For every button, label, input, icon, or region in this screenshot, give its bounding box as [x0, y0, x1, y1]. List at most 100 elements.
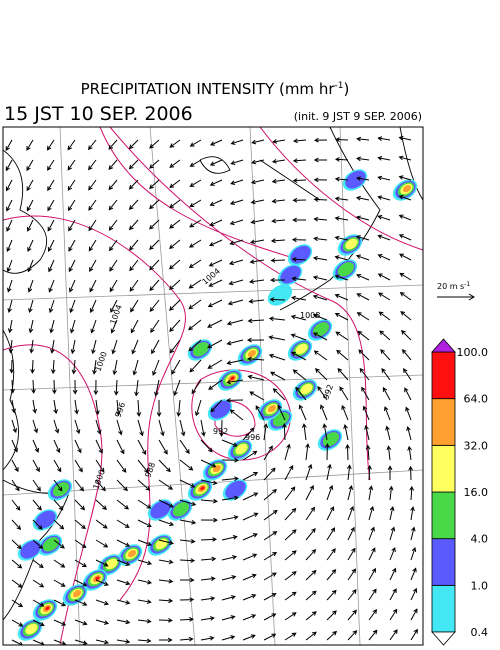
colorbar-segment: [431, 584, 456, 633]
wind-arrow: [168, 279, 181, 291]
wind-arrow: [291, 256, 307, 262]
wind-arrow: [271, 178, 286, 184]
wind-arrow: [359, 367, 370, 381]
wind-arrow: [379, 330, 391, 341]
wind-arrow: [68, 259, 76, 273]
wind-arrow: [322, 423, 328, 441]
wind-arrow: [151, 339, 160, 355]
wind-arrow: [334, 255, 349, 261]
wind-arrow: [313, 157, 328, 163]
wind-arrow: [130, 319, 139, 334]
rain-cell: [150, 500, 171, 519]
wind-arrow: [347, 630, 358, 641]
wind-arrow: [52, 379, 57, 395]
wind-arrow: [406, 426, 412, 441]
wind-arrow: [72, 379, 78, 395]
wind-arrow: [53, 599, 66, 607]
wind-arrow: [191, 379, 202, 395]
wind-arrow: [221, 555, 238, 561]
rain-cell: [235, 443, 248, 455]
wind-arrow: [88, 199, 97, 211]
wind-arrow: [341, 404, 349, 421]
wind-arrow: [27, 239, 34, 253]
wind-arrow: [149, 299, 160, 312]
wind-arrow: [9, 359, 15, 374]
wind-arrow: [169, 299, 181, 311]
colorbar-segment: [431, 491, 456, 540]
wind-arrow: [263, 423, 269, 441]
wind-arrow: [290, 333, 307, 341]
wind-arrow: [116, 619, 131, 625]
wind-arrow: [74, 539, 87, 549]
wind-arrow: [284, 550, 297, 561]
wind-arrow: [368, 547, 376, 561]
wind-arrow: [74, 599, 88, 606]
rain-cell: [210, 400, 231, 419]
wind-arrow: [229, 239, 244, 246]
wind-arrow: [242, 594, 257, 601]
wind-arrow: [398, 194, 412, 201]
wind-arrow: [250, 179, 265, 185]
wind-arrow: [88, 239, 97, 252]
wind-arrow: [95, 399, 100, 416]
wind-arrow: [26, 159, 34, 172]
wind-arrow: [272, 388, 286, 401]
wind-arrow: [179, 538, 196, 544]
wind-arrow: [50, 359, 56, 375]
wind-arrow: [347, 547, 356, 561]
wind-arrow: [247, 318, 265, 324]
wind-arrow: [188, 239, 202, 248]
wind-arrow: [158, 637, 173, 643]
wind-arrow: [326, 630, 338, 641]
wind-arrow: [95, 599, 109, 606]
wind-arrow: [11, 459, 19, 473]
wind-arrow: [69, 279, 76, 293]
wind-arrow: [50, 339, 55, 354]
wind-arrow: [292, 158, 307, 164]
wind-arrow: [355, 215, 370, 221]
wind-arrow: [345, 443, 350, 461]
wind-arrow: [179, 519, 197, 525]
wind-arrow: [313, 197, 328, 202]
wind-arrow: [284, 443, 291, 461]
wind-arrow: [149, 259, 160, 271]
rain-cell: [267, 284, 293, 306]
wind-arrow: [200, 596, 216, 601]
wind-arrow: [67, 139, 76, 151]
wind-arrow: [31, 379, 36, 394]
wind-arrow: [355, 235, 370, 241]
wind-arrow: [228, 259, 244, 266]
colorbar-segment: [431, 538, 456, 586]
wind-arrow: [111, 339, 118, 355]
wind-arrow: [137, 579, 152, 585]
wind-arrow: [251, 139, 265, 145]
wind-arrow: [410, 587, 418, 601]
wind-arrow: [247, 374, 265, 381]
wind-arrow: [242, 472, 259, 481]
wind-arrow: [242, 427, 255, 441]
wind-arrow: [334, 274, 349, 281]
wind-arrow: [179, 439, 190, 455]
wind-arrow: [69, 299, 76, 314]
wind-arrow: [221, 635, 236, 641]
wind-arrow: [11, 519, 22, 530]
rain-cell: [127, 550, 137, 558]
wind-arrow: [221, 439, 238, 447]
isobar-label: 996: [245, 433, 260, 442]
wind-arrow: [313, 236, 328, 242]
wind-arrow: [291, 276, 307, 282]
wind-arrow: [188, 339, 202, 352]
wind-arrow: [200, 419, 206, 437]
wind-arrow: [7, 319, 13, 334]
colorbar-label: 32.0: [464, 439, 489, 452]
wind-arrow: [219, 419, 224, 438]
wind-arrow: [149, 279, 160, 292]
wind-arrow: [284, 507, 297, 521]
wind-arrow: [284, 529, 297, 541]
wind-arrow: [149, 139, 160, 149]
wind-arrow: [32, 439, 40, 453]
wind-arrow: [268, 353, 286, 361]
wind-arrow: [128, 159, 139, 170]
wind-arrow: [284, 632, 297, 641]
wind-arrow: [32, 539, 44, 549]
